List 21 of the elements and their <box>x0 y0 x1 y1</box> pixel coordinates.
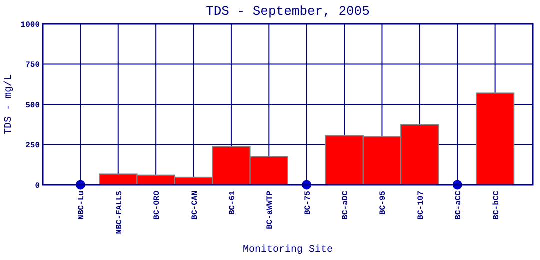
x-tick-label: BC-107 <box>416 190 426 220</box>
y-tick-label: 500 <box>26 101 40 110</box>
x-tick-label: NBC-FALLS <box>115 190 124 234</box>
x-tick-label: BC-aWWTP <box>266 190 276 230</box>
x-tick-label: BC-61 <box>228 190 238 216</box>
chart-title: TDS - September, 2005 <box>206 4 370 19</box>
x-tick-label: BC-bCC <box>492 190 502 220</box>
x-tick-label: BC-aDC <box>342 190 351 220</box>
x-tick-label: BC-75 <box>304 190 313 216</box>
x-tick-label: NBC-Lu <box>78 190 87 220</box>
y-axis-title: TDS - mg/L <box>3 74 15 135</box>
y-tick-label: 0 <box>35 182 40 191</box>
x-tick-label: BC-CAN <box>190 190 200 220</box>
y-tick-label: 1000 <box>20 20 40 30</box>
x-tick-label: BC-ORO <box>153 190 162 220</box>
bar <box>476 92 515 186</box>
y-tick-label: 750 <box>26 61 40 70</box>
y-tick-label: 250 <box>26 142 40 151</box>
x-tick-label: BC-aCC <box>454 190 464 220</box>
x-axis-title: Monitoring Site <box>242 244 334 256</box>
x-tick-label: BC-95 <box>379 190 388 216</box>
